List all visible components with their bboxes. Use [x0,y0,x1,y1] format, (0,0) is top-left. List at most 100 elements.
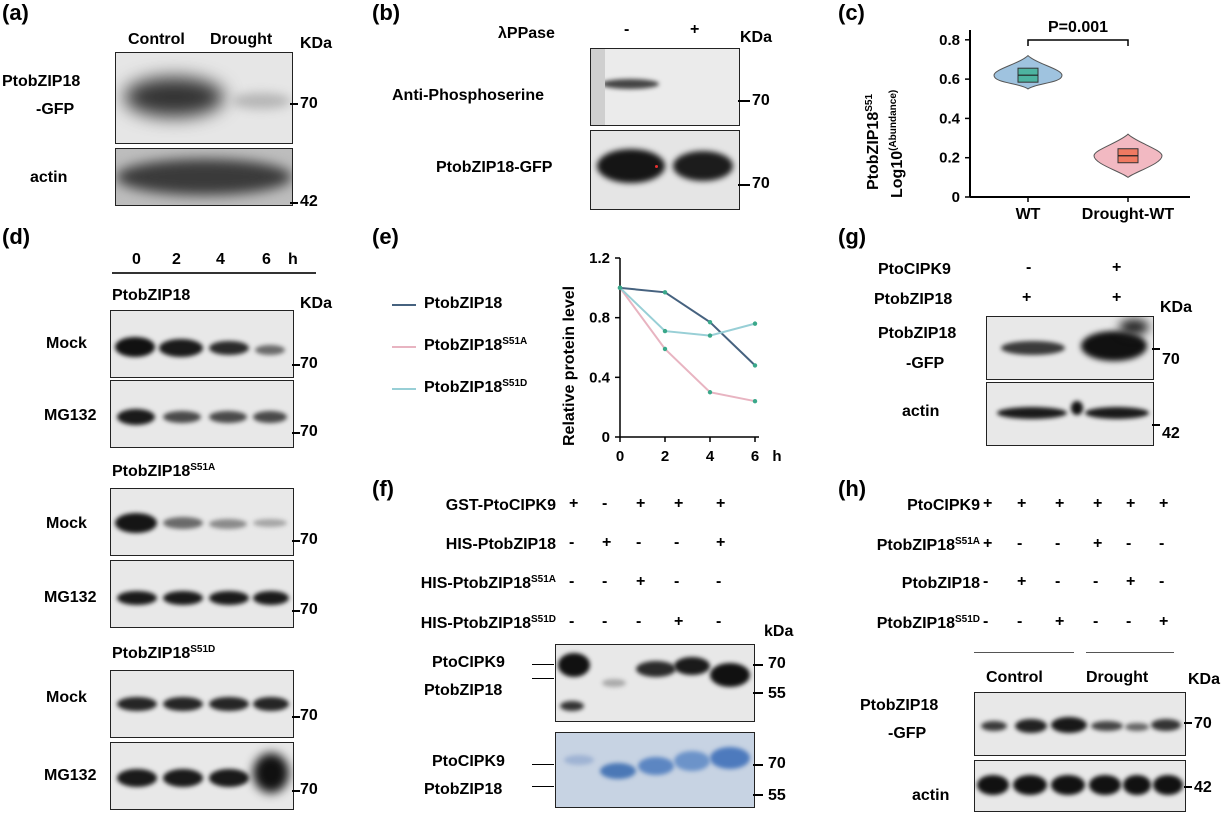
x-tick-label: 4 [706,448,715,465]
blot-label-actin: actin [902,403,940,420]
marker-tick [292,790,300,792]
timepoint-rule [112,272,316,274]
treatment-sign: - [1017,613,1023,630]
treatment-sign: + [1126,573,1136,590]
marker-70: 70 [768,655,786,672]
marker-55: 55 [768,787,786,804]
marker-55: 55 [768,685,786,702]
series-line-0 [619,286,756,367]
marker-70: 70 [300,601,318,618]
marker-42: 42 [1194,779,1212,796]
row-label-mock: Mock [46,689,87,706]
sign: - [1026,259,1032,276]
marker-tick [1152,424,1160,426]
row-label-ptocipk9: PtoCIPK9 [878,261,951,278]
treatment-sign: - [983,613,989,630]
treatment-sign: + [569,495,579,512]
legend-swatch [392,346,416,348]
marker-tick [753,764,763,766]
blot-a-actin [115,148,293,206]
marker-tick [753,692,763,694]
treatment-row-label: GST-PtoCIPK9 [445,497,556,514]
condition-rule [1086,652,1174,653]
treatment-row-label: PtobZIP18S51A [876,536,980,554]
marker-tick [292,540,300,542]
blot-label-line2: -GFP [906,355,945,372]
blot-a-gfp [115,52,293,144]
treatment-sign: + [1055,613,1065,630]
timepoint-0: 0 [132,251,141,268]
leader-line [532,786,554,787]
marker-tick [292,432,300,434]
panel-e-label: (e) [372,224,399,249]
row-label-mock: Mock [46,515,87,532]
marker-tick [1152,348,1160,350]
treatment-row-label: PtoCIPK9 [907,497,980,514]
treatment-sign: - [569,573,575,590]
y-tick-label: 0.8 [939,32,960,49]
data-point [662,346,668,352]
sign: + [1022,289,1032,306]
panel-c-label: (c) [838,0,865,25]
marker-tick [292,364,300,366]
blot-d-mock-3 [110,670,294,738]
marker-70: 70 [300,95,318,112]
blot-d-mock-2 [110,488,294,556]
treatment-sign: - [569,613,575,630]
kda-unit-label: KDa [1160,299,1193,316]
legend-swatch [392,304,416,306]
blot-b-gfp [590,130,740,210]
treatment-label: λPPase [498,25,555,42]
treatment-sign: - [1126,535,1132,552]
row-label-anti-phosphoserine: Anti-Phosphoserine [392,87,545,104]
treatment-sign: - [636,613,642,630]
blot-d-mg132-2 [110,560,294,628]
marker-70: 70 [1162,351,1180,368]
y-tick-label: 0.4 [939,110,961,127]
marker-70: 70 [752,92,770,109]
kda-unit-label: KDa [300,295,333,312]
data-point [707,333,713,338]
treatment-sign: - [1093,573,1099,590]
legend-label: PtobZIP18S51A [424,336,528,354]
kda-unit-label: kDa [764,623,794,640]
treatment-sign: + [636,573,646,590]
treatment-sign: + [1126,495,1136,512]
marker-tick [753,664,763,666]
timepoint-6: 6 [262,251,271,268]
treatment-sign: - [716,573,722,590]
treatment-sign: + [1093,495,1103,512]
marker-42: 42 [1162,425,1180,442]
blot-label-line1: PtobZIP18 [860,697,939,714]
marker-tick [290,202,298,204]
treatment-sign: + [1055,495,1065,512]
x-tick-label: 0 [616,448,624,465]
condition-label-control: Control [986,669,1043,686]
timepoint-4: 4 [216,251,225,268]
marker-tick [738,184,750,186]
row-label-mg132: MG132 [44,589,97,606]
blot-label-actin: actin [912,787,950,804]
treatment-sign: + [983,495,993,512]
x-tick-label: WT [1016,206,1041,223]
significance-bracket [1027,39,1129,46]
blot-h-actin [974,760,1186,812]
treatment-sign: + [1093,535,1103,552]
kda-unit-label: KDa [300,35,333,52]
sign: + [1112,259,1122,276]
treatment-sign: + [636,495,646,512]
marker-70: 70 [768,755,786,772]
protein-label-line2: -GFP [36,101,75,118]
y-tick-label: 0 [952,189,960,206]
marker-70: 70 [300,781,318,798]
data-point [662,328,668,334]
blot-g-actin [986,382,1154,446]
treatment-sign: + [716,495,726,512]
panel-h-label: (h) [838,476,867,501]
marker-70: 70 [1194,715,1212,732]
series-line-1 [619,287,756,403]
treatment-sign: - [674,573,680,590]
lane-label-drought: Drought [210,31,273,48]
treatment-sign: - [1017,535,1023,552]
treatment-sign: - [569,534,575,551]
